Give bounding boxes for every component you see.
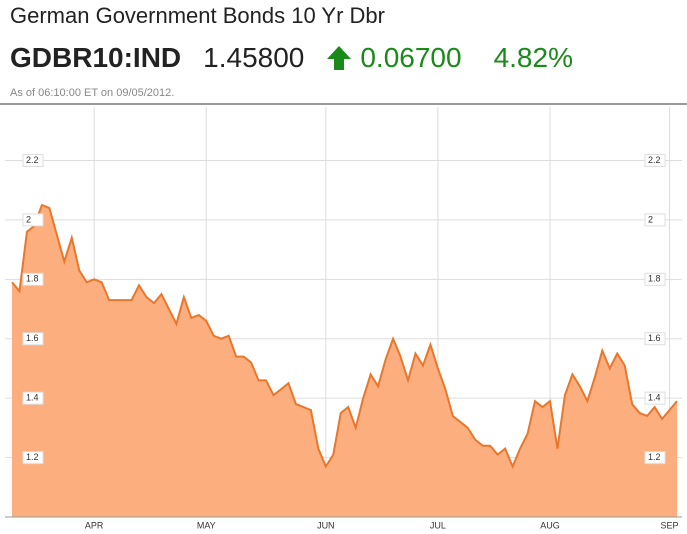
y-tick-label-box bbox=[22, 451, 44, 465]
x-tick-label: JUL bbox=[430, 520, 446, 530]
change: 0.06700 bbox=[360, 42, 462, 73]
price: 1.45800 bbox=[203, 42, 305, 73]
y2-tick-label: 2 bbox=[648, 214, 653, 224]
x-tick-label: JUN bbox=[317, 520, 335, 530]
y-tick-label-box bbox=[22, 272, 44, 286]
y2-tick-label-box bbox=[644, 213, 666, 227]
x-tick-label: SEP bbox=[661, 520, 679, 530]
y-tick-label-box bbox=[22, 391, 44, 405]
y-tick-label: 1.4 bbox=[26, 393, 39, 403]
y-tick-label: 1.6 bbox=[26, 333, 39, 343]
change-percent: 4.82% bbox=[493, 42, 573, 73]
y2-tick-label-box bbox=[644, 332, 666, 346]
y-tick-label: 2 bbox=[26, 214, 31, 224]
quote: GDBR10:IND 1.45800 0.06700 4.82% bbox=[10, 42, 573, 74]
y2-tick-label-box bbox=[644, 153, 666, 167]
symbol: GDBR10:IND bbox=[10, 42, 182, 73]
y-tick-label: 1.8 bbox=[26, 274, 39, 284]
y-tick-label-box bbox=[22, 332, 44, 346]
y-tick-label: 1.2 bbox=[26, 452, 39, 462]
y-tick-label-box bbox=[22, 153, 44, 167]
line bbox=[11, 203, 678, 470]
timestamp: As of 06:10:00 ET on 09/05/2012. bbox=[10, 87, 175, 99]
area bbox=[12, 205, 677, 518]
y2-tick-label-box bbox=[644, 451, 666, 465]
x-tick-label: AUG bbox=[540, 520, 560, 530]
y2-tick-label: 1.8 bbox=[648, 274, 661, 284]
y2-tick-label: 1.4 bbox=[648, 393, 661, 403]
y2-tick-label: 2.2 bbox=[648, 155, 661, 165]
title: German Government Bonds 10 Yr Dbr bbox=[10, 3, 385, 28]
y-tick-label-box bbox=[22, 213, 44, 227]
y2-tick-label-box bbox=[644, 272, 666, 286]
up-arrow bbox=[327, 46, 352, 70]
y-tick-label: 2.2 bbox=[26, 155, 39, 165]
x-tick-label: APR bbox=[85, 520, 104, 530]
y2-tick-label: 1.6 bbox=[648, 333, 661, 343]
y2-tick-label: 1.2 bbox=[648, 452, 661, 462]
y2-tick-label-box bbox=[644, 391, 666, 405]
x-tick-label: MAY bbox=[197, 520, 216, 530]
